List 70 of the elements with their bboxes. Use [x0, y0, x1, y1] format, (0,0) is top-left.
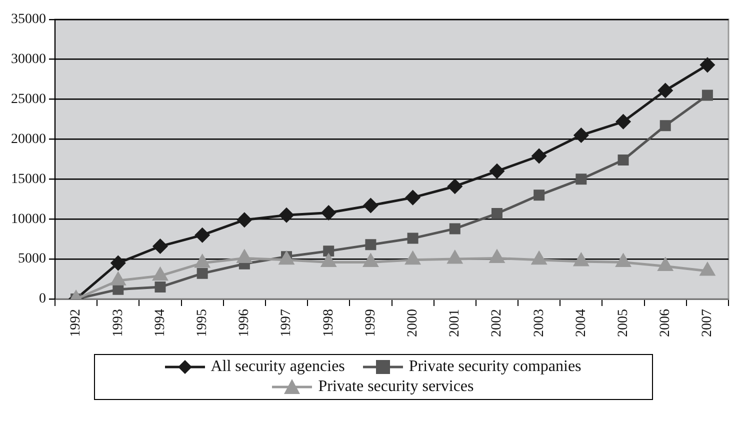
- point: [363, 254, 378, 268]
- y-tick-label: 35000: [11, 12, 46, 28]
- point: [152, 268, 168, 281]
- y-tick-label: 30000: [11, 52, 46, 68]
- point: [365, 239, 376, 250]
- y-tick-label: 25000: [11, 92, 46, 107]
- point: [616, 114, 631, 129]
- x-tick-label: 2004: [574, 309, 589, 337]
- point: [618, 154, 629, 166]
- x-tick-label: 1994: [152, 309, 168, 337]
- point: [448, 250, 462, 264]
- point: [491, 208, 502, 220]
- x-tick-label: 1995: [195, 309, 210, 337]
- point: [112, 284, 124, 295]
- point: [323, 246, 334, 257]
- point: [449, 223, 460, 234]
- point: [658, 83, 673, 98]
- y-tick-label: 20000: [11, 132, 46, 147]
- point: [152, 239, 168, 254]
- point: [237, 250, 252, 264]
- point: [700, 58, 715, 72]
- y-tick-label: 5000: [18, 252, 46, 267]
- x-tick-label: 2003: [532, 309, 547, 337]
- x-tick-label: 2000: [405, 309, 420, 337]
- point: [195, 254, 210, 268]
- point: [321, 254, 336, 268]
- point: [110, 272, 126, 286]
- point: [407, 232, 418, 244]
- x-tick-label: 2007: [700, 309, 716, 337]
- point: [702, 90, 713, 101]
- x-tick-label: 1993: [110, 309, 126, 337]
- point: [321, 205, 336, 220]
- point: [574, 253, 588, 266]
- point: [574, 128, 588, 142]
- x-tick-label: 2001: [448, 309, 463, 337]
- point: [490, 164, 504, 178]
- x-tick-label: 1996: [237, 309, 252, 337]
- x-tick-label: 2006: [658, 309, 674, 337]
- x-tick-label: 2005: [616, 309, 631, 337]
- point: [700, 262, 715, 276]
- point: [237, 212, 252, 228]
- point: [658, 258, 673, 271]
- x-tick-label: 2002: [490, 309, 505, 337]
- point: [660, 120, 671, 132]
- x-tick-label: 1998: [321, 309, 336, 337]
- point: [532, 252, 546, 265]
- point: [616, 254, 631, 268]
- point: [363, 198, 378, 213]
- point: [196, 268, 208, 279]
- point: [110, 256, 126, 270]
- legend-label: Private security companies: [408, 358, 582, 376]
- x-tick-label: 1992: [68, 309, 84, 337]
- y-tick-label: 15000: [11, 172, 46, 187]
- point: [576, 174, 587, 185]
- x-tick-label: 1997: [279, 309, 294, 337]
- point: [490, 250, 504, 264]
- point: [532, 148, 546, 164]
- point: [534, 190, 545, 201]
- legend-label: All security agencies: [210, 358, 345, 376]
- point: [279, 252, 294, 265]
- x-tick-label: 1999: [363, 309, 378, 337]
- point: [195, 228, 210, 242]
- legend-label: Private security services: [318, 378, 474, 396]
- point: [279, 208, 294, 222]
- point: [405, 252, 420, 265]
- point: [406, 190, 420, 205]
- y-tick-label: 0: [39, 292, 46, 307]
- y-tick-label: 10000: [11, 212, 46, 227]
- point: [154, 282, 166, 293]
- point: [448, 179, 462, 194]
